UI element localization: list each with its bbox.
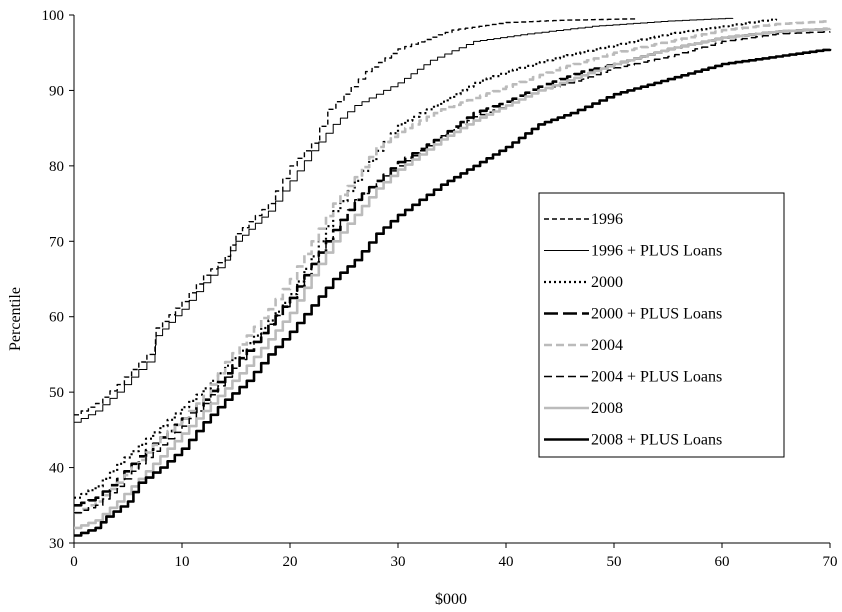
x-axis-title: $000 [435,591,467,608]
x-tick-label: 50 [607,554,622,570]
legend-box [538,192,785,458]
y-tick-label: 40 [49,461,64,477]
legend-label: 2004 [591,337,623,354]
series-line-2 [74,17,734,423]
series-line-4 [74,27,832,507]
axes: 30 40 50 60 70 80 90 100 0 10 20 30 40 50 60 70 [42,8,838,570]
y-axis-title: Percentile [7,287,24,351]
legend-label: 2000 + PLUS Loans [591,306,722,323]
x-tick-label: 60 [715,554,730,570]
legend-label: 1996 + PLUS Loans [591,243,722,260]
series-line-3 [74,18,778,499]
legend-label: 2004 + PLUS Loans [591,369,722,386]
y-tick-label: 50 [49,385,64,401]
y-tick-label: 100 [42,8,65,24]
x-tick-label: 20 [283,554,298,570]
series-layer [74,17,832,537]
x-tick-label: 0 [70,554,78,570]
y-tick-label: 80 [49,159,64,175]
legend-label: 2008 [591,400,623,417]
x-tick-label: 70 [823,554,838,570]
legend-label: 2000 [591,274,623,291]
y-tick-label: 70 [49,234,64,250]
legend-label: 2008 + PLUS Loans [591,432,722,449]
legend-label: 1996 [591,211,623,228]
y-tick-label: 60 [49,310,64,326]
series-line-7 [74,27,832,530]
series-line-1 [74,18,637,416]
x-tick-label: 40 [499,554,514,570]
y-tick-label: 30 [49,536,64,552]
legend: 1996 1996 + PLUS Loans 2000 2000 + PLUS Loa… [538,192,785,458]
series-line-8 [74,48,832,537]
y-tick-label: 90 [49,83,64,99]
x-tick-label: 10 [175,554,190,570]
x-tick-label: 30 [391,554,406,570]
